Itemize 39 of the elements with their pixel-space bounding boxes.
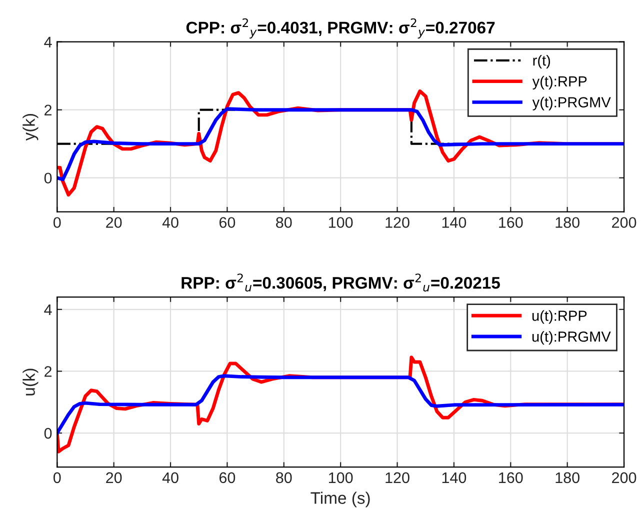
y-axis-title: u(k) xyxy=(22,368,38,396)
x-tick-label: 180 xyxy=(556,472,580,484)
x-tick-label: 100 xyxy=(329,472,353,484)
legend-label: y(t):PRGMV xyxy=(532,96,611,110)
x-tick-label: 60 xyxy=(219,472,236,484)
chart-title: RPP: σ$^{2}$$_{u}$=0.30605, PRGMV: σ$^{2}$$_{u}$=0.20215 xyxy=(182,274,500,292)
line-series xyxy=(57,374,624,435)
y-tick-label: 4 xyxy=(44,304,52,315)
x-axis-title: Time (s) xyxy=(310,492,370,508)
x-tick-label: 140 xyxy=(442,472,466,484)
x-tick-label: 100 xyxy=(329,217,353,228)
x-tick-label: 0 xyxy=(53,472,61,484)
x-tick-label: 140 xyxy=(442,217,466,228)
y-tick-label: 0 xyxy=(44,428,52,439)
x-tick-label: 0 xyxy=(53,217,61,228)
y-tick-label: 2 xyxy=(44,366,52,377)
x-tick-label: 60 xyxy=(219,217,236,228)
x-tick-label: 20 xyxy=(106,472,122,484)
x-tick-label: 120 xyxy=(386,472,410,484)
legend-label: u(t):PRGMV xyxy=(532,331,611,345)
x-tick-label: 160 xyxy=(499,472,523,484)
x-tick-label: 40 xyxy=(162,472,178,484)
y-tick-label: 2 xyxy=(44,104,52,116)
x-tick-label: 200 xyxy=(612,217,636,228)
legend-label: r(t) xyxy=(533,54,550,69)
x-tick-label: 80 xyxy=(276,472,292,484)
legend-label: u(t):RPP xyxy=(532,310,587,324)
x-tick-label: 160 xyxy=(499,217,523,228)
legend-label: y(t):RPP xyxy=(532,76,587,90)
chart-title: CPP: σ$^{2}$$_{y}$=0.4031, PRGMV: σ$^{2}$$_{y}$=0.27067 xyxy=(186,18,495,39)
y-tick-label: 4 xyxy=(44,36,52,48)
y-axis-title: y(k) xyxy=(22,114,38,141)
y-tick-label: 0 xyxy=(44,172,52,184)
x-tick-label: 40 xyxy=(162,217,178,228)
x-tick-label: 180 xyxy=(556,217,580,228)
x-tick-label: 120 xyxy=(386,217,410,228)
x-tick-label: 20 xyxy=(106,217,122,228)
x-tick-label: 80 xyxy=(276,217,292,228)
x-tick-label: 200 xyxy=(612,472,636,484)
